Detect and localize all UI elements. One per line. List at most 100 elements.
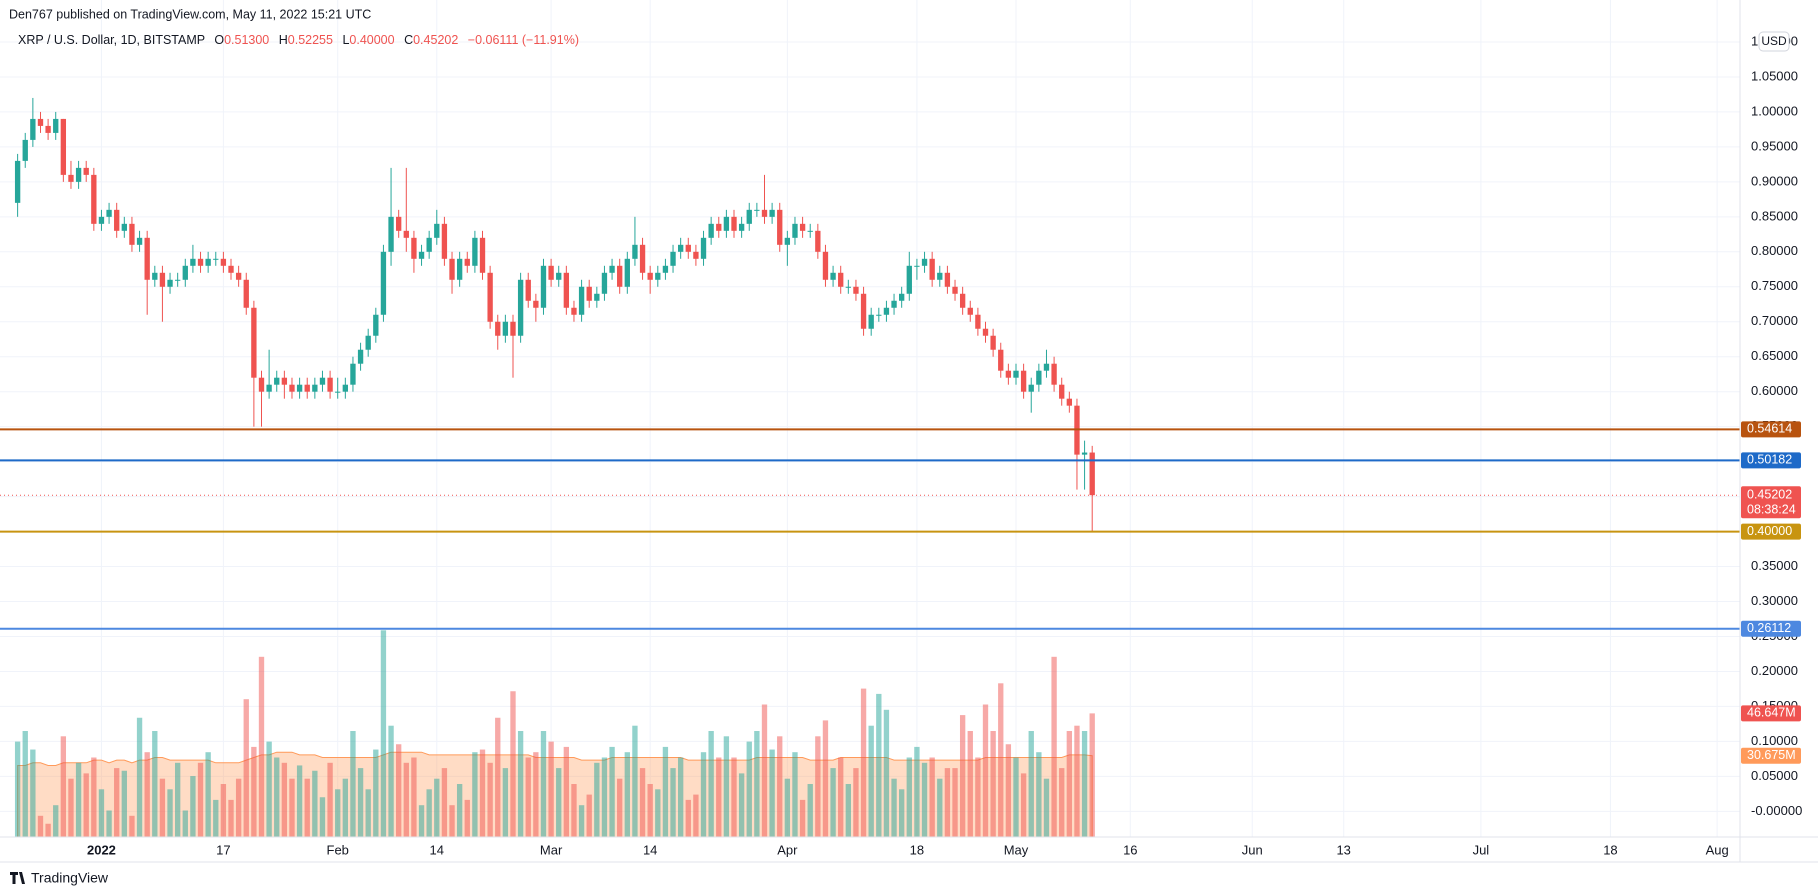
- volume-bar: [144, 752, 150, 837]
- candle-body: [129, 223, 135, 245]
- candle-body: [274, 377, 280, 385]
- volume-bar: [464, 799, 470, 837]
- candle-body: [571, 307, 577, 315]
- candle-body: [731, 216, 737, 231]
- currency[interactable]: USD: [1761, 34, 1787, 48]
- level-label-bg: [1741, 421, 1801, 438]
- volume-bar: [548, 741, 554, 837]
- volume-bar: [418, 805, 425, 837]
- volume-bar: [815, 736, 821, 837]
- publisher: Den767 published on TradingView.com, May…: [9, 7, 371, 21]
- axes: -0.000000.050000.100000.150000.200000.25…: [87, 33, 1802, 857]
- ohlc-value: 0.51300: [224, 33, 269, 47]
- candle-body: [563, 272, 570, 308]
- volume-pane: [14, 630, 1095, 838]
- volume-bar: [30, 749, 36, 837]
- level-label-bg: [1741, 452, 1801, 469]
- candle-body: [53, 118, 59, 133]
- volume-bar: [571, 784, 577, 837]
- ohlc-key: O: [214, 33, 224, 47]
- volume-bar: [411, 757, 417, 837]
- volume-bar: [510, 691, 516, 837]
- candle-body: [982, 328, 989, 336]
- candle-body: [632, 244, 638, 259]
- symbol: XRP / U.S. Dollar, 1D, BITSTAMP: [18, 33, 205, 47]
- volume-bar: [937, 778, 943, 837]
- volume-bar: [556, 768, 562, 837]
- candle-body: [998, 349, 1004, 371]
- volume-bar: [251, 746, 257, 837]
- candle-body: [144, 237, 150, 280]
- volume-bar: [22, 731, 28, 837]
- candle-body: [37, 118, 44, 126]
- candle-body: [1066, 398, 1073, 406]
- candle-body: [289, 384, 295, 392]
- candle-body: [685, 244, 691, 252]
- candle-body: [1051, 363, 1057, 385]
- volume-bar: [685, 799, 691, 837]
- volume-bar: [738, 773, 745, 837]
- volume-bar: [899, 789, 905, 837]
- y-tick-label: 1.05000: [1751, 68, 1798, 83]
- candle-body: [98, 216, 105, 224]
- volume-bar: [228, 799, 234, 837]
- volume-bar: [441, 768, 448, 837]
- y-tick-label: 0.30000: [1751, 593, 1798, 608]
- candle-body: [708, 223, 714, 238]
- candle-body: [959, 293, 966, 308]
- candle-body: [815, 230, 821, 252]
- candle-body: [586, 286, 592, 301]
- volume-bar: [807, 784, 813, 837]
- volume-bar: [213, 799, 219, 837]
- y-tick-label: 0.10000: [1751, 733, 1798, 748]
- candle-body: [319, 377, 326, 385]
- candle-body: [327, 377, 333, 392]
- volume-bar: [1020, 773, 1027, 837]
- candle-body: [159, 272, 166, 287]
- volume-bar: [944, 768, 951, 837]
- volume-bar: [540, 731, 547, 837]
- volume-bar: [472, 752, 478, 837]
- currency-badge[interactable]: [1758, 31, 1790, 52]
- volume-bar: [342, 778, 348, 837]
- volume-bar: [357, 768, 364, 837]
- y-tick-label: 0.60000: [1751, 383, 1798, 398]
- volume-bar: [632, 725, 638, 837]
- candle-body: [220, 258, 227, 266]
- volume-bar: [350, 731, 356, 837]
- candle-body: [891, 300, 897, 308]
- volume-bar: [769, 749, 775, 837]
- volume-bar: [891, 778, 897, 837]
- candle-body: [502, 321, 509, 336]
- level-label: 0.50182: [1747, 453, 1792, 467]
- volume-bar: [929, 757, 935, 837]
- volume-bar: [335, 789, 341, 837]
- candle-body: [556, 272, 562, 280]
- candle-body: [1059, 384, 1065, 399]
- candle-body: [792, 223, 798, 238]
- candle-body: [594, 293, 600, 301]
- volume-bar: [266, 741, 272, 837]
- candle-body: [517, 279, 524, 336]
- volume-bar: [296, 765, 303, 837]
- volume-bar: [1089, 713, 1095, 837]
- volume-bar: [243, 699, 249, 837]
- candle-body: [106, 209, 112, 217]
- candle-body: [624, 258, 630, 287]
- volume-bar: [655, 789, 661, 837]
- volume-bar: [190, 776, 196, 837]
- candle-body: [1081, 452, 1088, 455]
- volume-bar: [159, 778, 166, 837]
- volume-bar: [220, 784, 227, 837]
- volume-bar: [784, 778, 791, 837]
- volume-bar: [723, 736, 730, 837]
- candle-body: [540, 265, 547, 308]
- candle-body: [601, 272, 608, 294]
- brand: TradingView: [31, 870, 109, 886]
- volume-bar: [60, 736, 67, 837]
- y-tick-label: 0.20000: [1751, 663, 1798, 678]
- volume-bar: [563, 746, 570, 837]
- volume-bar: [586, 794, 592, 837]
- candle-body: [296, 384, 303, 392]
